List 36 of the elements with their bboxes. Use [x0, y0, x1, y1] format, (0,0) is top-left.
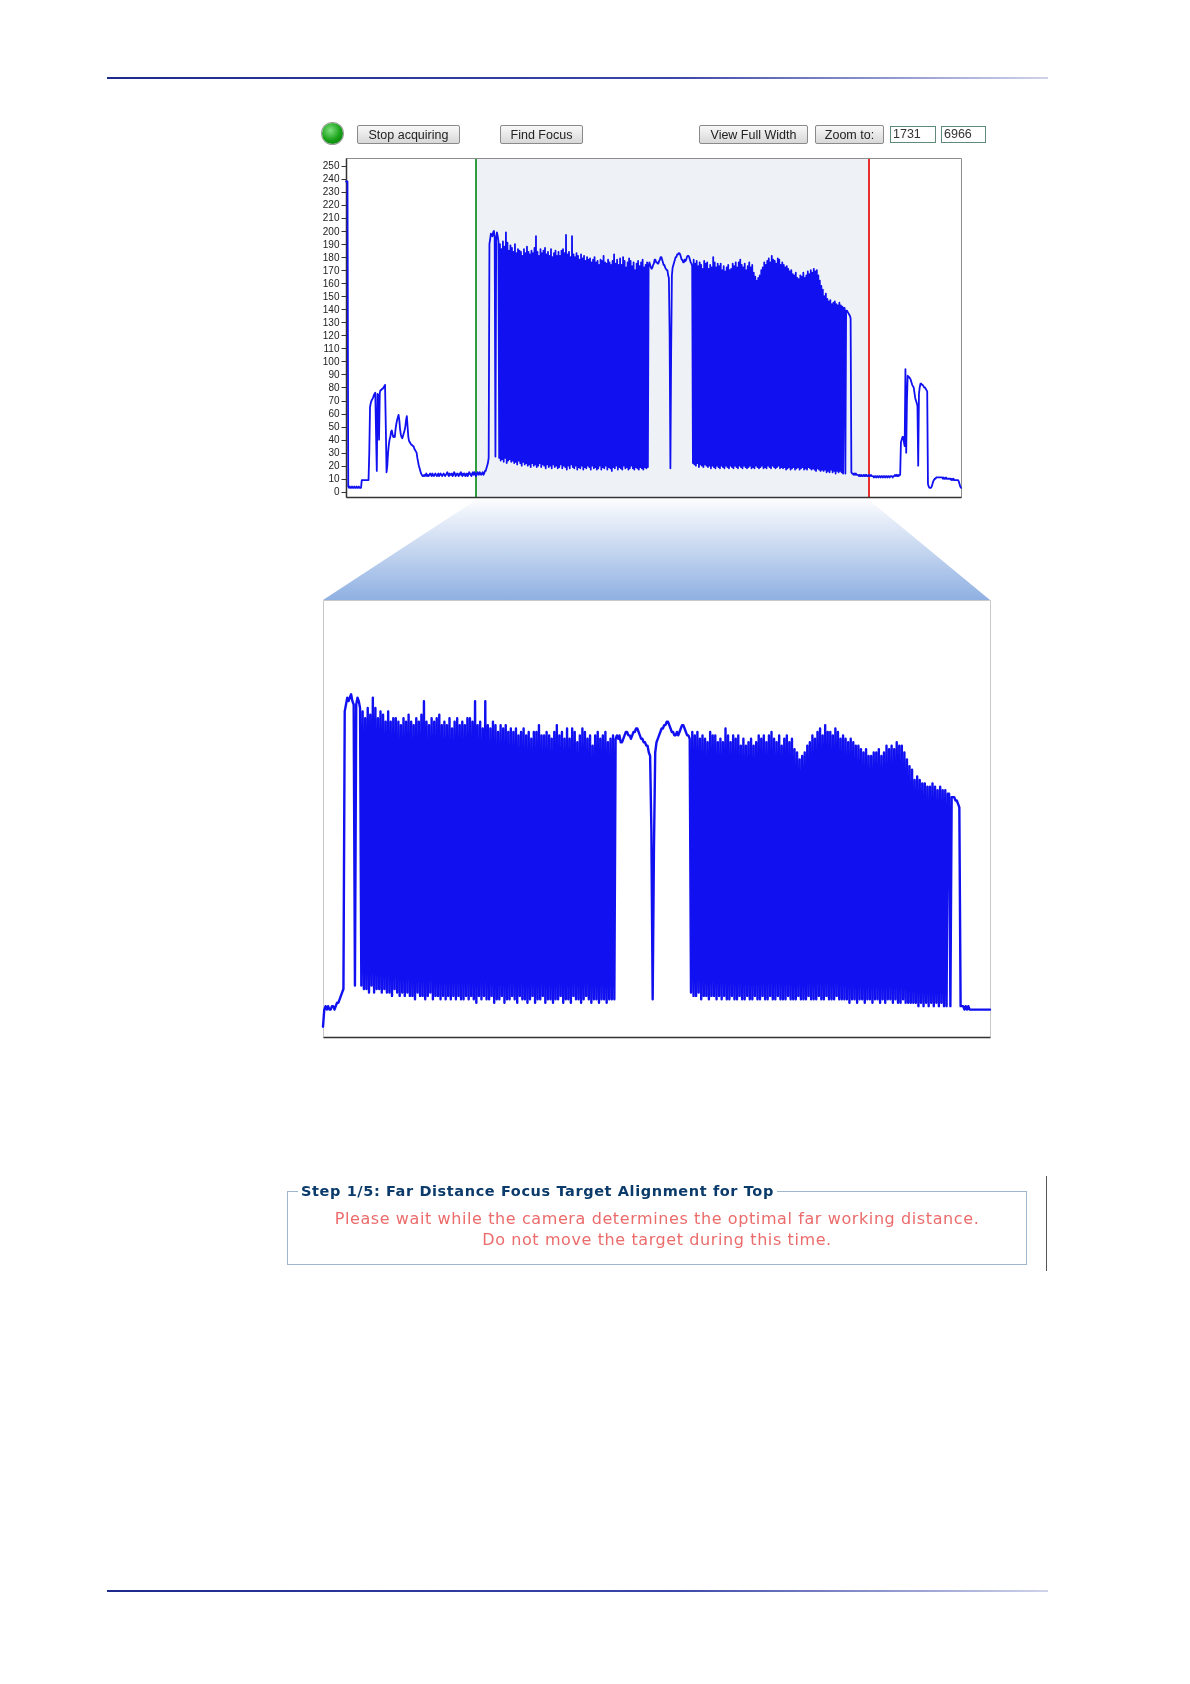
y-tick-label: 210: [322, 212, 340, 224]
y-tick-label: 10: [328, 473, 340, 485]
text-field: 1731: [890, 126, 936, 143]
y-tick-label: 160: [322, 277, 340, 289]
line-series: [345, 180, 962, 489]
y-tick-label: 20: [328, 460, 340, 472]
y-tick-label: 110: [323, 342, 340, 354]
y-tick-label: 80: [328, 381, 340, 393]
button: Zoom to:: [815, 125, 884, 144]
text: Please wait while the camera determines the optimal far working distance.: [333, 1208, 981, 1229]
text-field: 6966: [941, 126, 986, 143]
button: Find Focus: [500, 125, 583, 144]
y-tick-label: 250: [322, 160, 340, 172]
button: Stop acquiring: [357, 125, 460, 144]
text: Do not move the target during this time.: [481, 1229, 833, 1250]
y-tick-label: 200: [322, 225, 340, 237]
y-tick-label: 70: [328, 395, 340, 407]
y-tick-label: 190: [322, 238, 340, 250]
y-tick-label: 170: [322, 264, 340, 276]
y-tick-label: 50: [328, 421, 340, 433]
y-tick-label: 150: [322, 290, 340, 302]
y-tick-label: 220: [322, 199, 340, 211]
y-tick-label: 120: [322, 329, 340, 341]
y-tick-label: 130: [322, 316, 340, 328]
y-tick-label: 30: [328, 447, 340, 459]
button: View Full Width: [699, 125, 808, 144]
y-tick-label: 90: [328, 368, 340, 380]
y-tick-label: 0: [333, 486, 340, 498]
y-tick-label: 230: [322, 186, 340, 198]
y-tick-label: 180: [322, 251, 340, 263]
y-tick-label: 100: [322, 355, 340, 367]
y-tick-label: 240: [322, 173, 340, 185]
y-tick-label: 140: [322, 303, 340, 315]
text: Step 1/5: Far Distance Focus Target Alignment for Top: [300, 1183, 775, 1200]
y-tick-label: 60: [328, 408, 340, 420]
y-tick-label: 40: [328, 434, 340, 446]
